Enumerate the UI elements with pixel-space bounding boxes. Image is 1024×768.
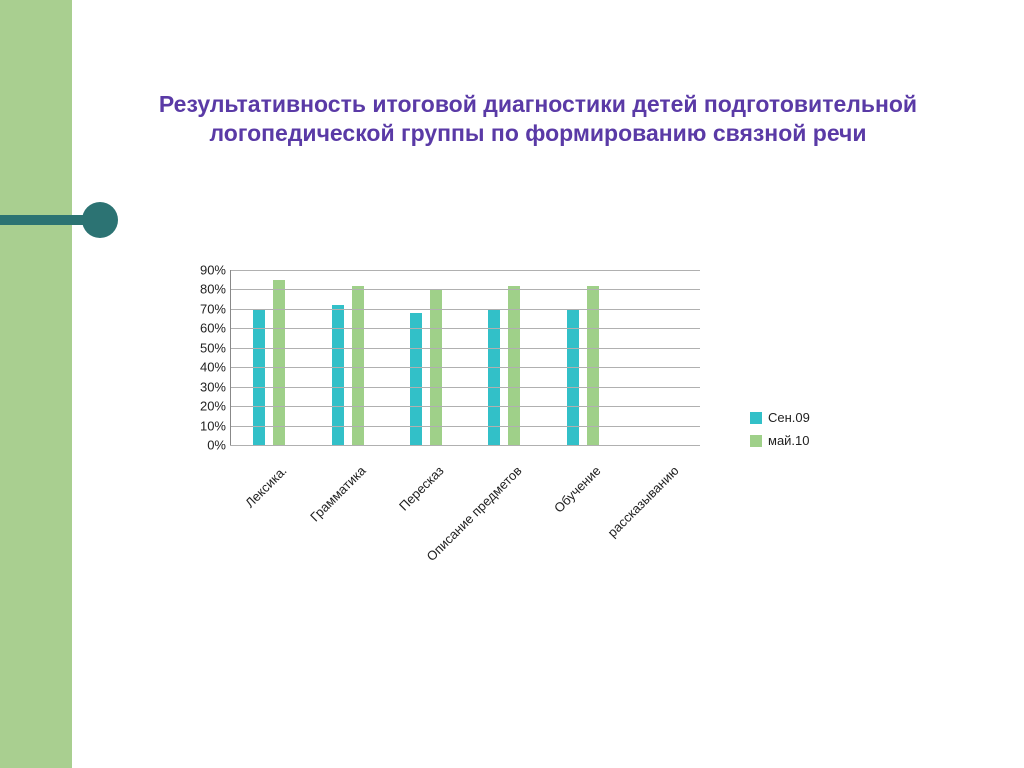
chart-gridline xyxy=(230,328,700,329)
slide: Результативность итоговой диагностики де… xyxy=(0,0,1024,768)
chart-y-axis xyxy=(230,270,231,445)
chart-gridline xyxy=(230,348,700,349)
chart-gridline xyxy=(230,309,700,310)
chart-y-tick: 60% xyxy=(200,321,230,336)
legend-item: май.10 xyxy=(750,433,810,448)
chart-legend: Сен.09 май.10 xyxy=(750,410,810,456)
chart-bar xyxy=(332,305,344,445)
chart-y-tick: 10% xyxy=(200,418,230,433)
chart-y-tick: 70% xyxy=(200,301,230,316)
chart-gridline xyxy=(230,426,700,427)
legend-item: Сен.09 xyxy=(750,410,810,425)
chart-plot-area: 0%10%20%30%40%50%60%70%80%90%Лексика.Гра… xyxy=(230,270,700,445)
chart-y-tick: 90% xyxy=(200,263,230,278)
chart-gridline xyxy=(230,387,700,388)
legend-label: Сен.09 xyxy=(768,410,810,425)
chart: 0%10%20%30%40%50%60%70%80%90%Лексика.Гра… xyxy=(180,260,900,660)
legend-swatch xyxy=(750,435,762,447)
legend-label: май.10 xyxy=(768,433,810,448)
chart-y-tick: 20% xyxy=(200,399,230,414)
chart-gridline xyxy=(230,289,700,290)
chart-y-tick: 40% xyxy=(200,360,230,375)
chart-gridline xyxy=(230,270,700,271)
chart-gridline xyxy=(230,445,700,446)
bullet-bar xyxy=(0,215,92,225)
slide-title: Результативность итоговой диагностики де… xyxy=(148,90,928,148)
chart-y-tick: 0% xyxy=(207,438,230,453)
left-stripe xyxy=(0,0,72,768)
chart-y-tick: 30% xyxy=(200,379,230,394)
legend-swatch xyxy=(750,412,762,424)
chart-y-tick: 80% xyxy=(200,282,230,297)
chart-bar xyxy=(273,280,285,445)
chart-gridline xyxy=(230,367,700,368)
chart-gridline xyxy=(230,406,700,407)
chart-bars xyxy=(230,270,700,445)
chart-y-tick: 50% xyxy=(200,340,230,355)
